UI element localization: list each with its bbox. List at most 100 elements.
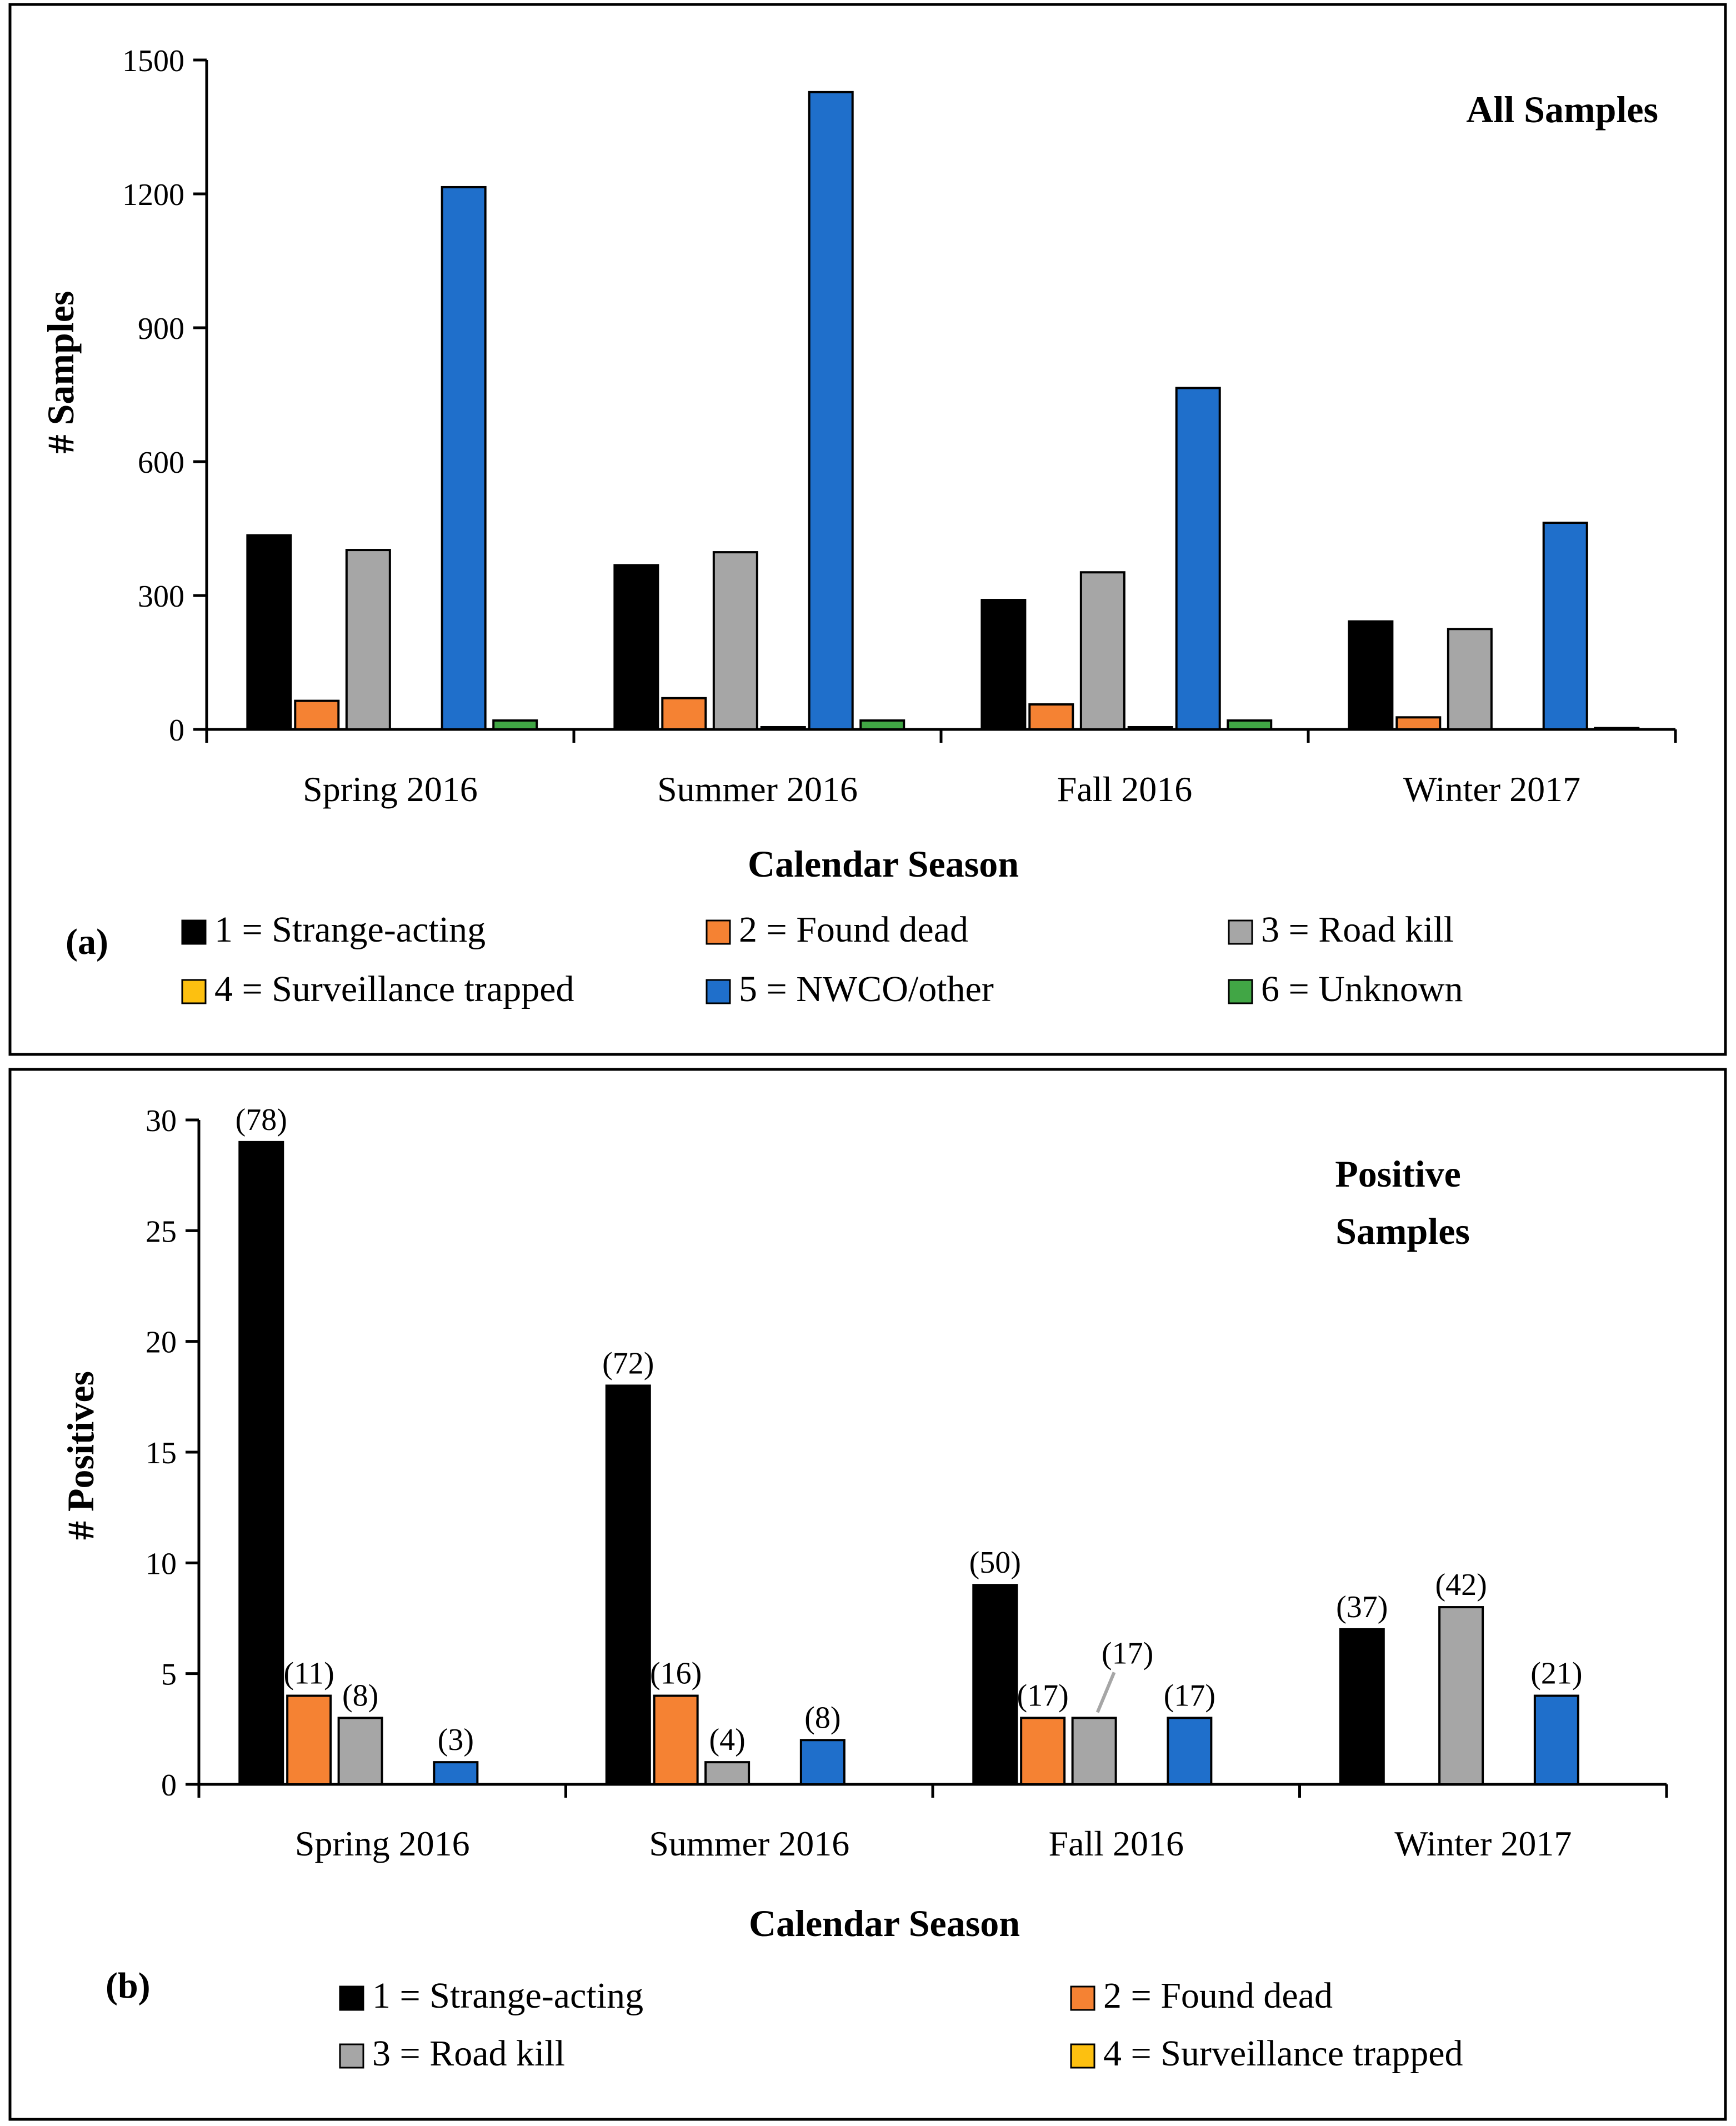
panel-a-category-labels: Spring 2016 Summer 2016 Fall 2016 Winter 20… [303, 769, 1580, 809]
bar-road_kill [1079, 571, 1125, 731]
bar-strange_acting [238, 1140, 284, 1785]
panel-b-title-line-2: Samples [1335, 1210, 1470, 1252]
bar-road_kill [337, 1717, 383, 1785]
bar-data-label: (8) [342, 1678, 378, 1713]
bar-nwco_other [433, 1761, 479, 1785]
legend-swatch-strange_acting [339, 1985, 364, 2011]
bar-found_dead [661, 697, 707, 731]
y-tick-label: 25 [146, 1214, 177, 1249]
bar-strange_acting [1348, 620, 1394, 731]
legend-swatch-strange_acting [181, 919, 207, 945]
category-label: Spring 2016 [295, 1824, 470, 1863]
bar-data-label: (78) [236, 1103, 287, 1137]
panel-b-title-line-1: Positive [1335, 1153, 1461, 1195]
legend-swatch-road_kill [1228, 919, 1253, 945]
bar-strange_acting [1339, 1628, 1385, 1786]
bar-nwco_other [1167, 1717, 1213, 1785]
panel-b-y-axis-title: # Positives [59, 1371, 102, 1540]
category-label: Winter 2017 [1403, 769, 1580, 809]
legend-swatch-found_dead [706, 919, 731, 945]
legend-label-road_kill: 3 = Road kill [1261, 909, 1454, 950]
bar-data-label: (11) [284, 1657, 334, 1691]
bar-road_kill [345, 549, 391, 731]
category-label: Spring 2016 [303, 769, 478, 809]
legend-label-strange_acting: 1 = Strange-acting [372, 1975, 643, 2016]
bar-label-leader [1095, 1672, 1116, 1713]
bar-strange_acting [613, 564, 659, 731]
y-tick-label: 1200 [122, 178, 184, 212]
bar-data-label: (37) [1336, 1590, 1388, 1624]
bar-data-label: (4) [709, 1723, 745, 1757]
bar-road_kill [1438, 1606, 1484, 1785]
bar-nwco_other [1542, 522, 1588, 731]
bar-unknown [492, 719, 538, 731]
bar-strange_acting [246, 534, 292, 731]
y-tick-label: 30 [146, 1104, 177, 1138]
panel-a-title: All Samples [1466, 88, 1658, 131]
panel-a-y-ticks: 0 300 600 900 1200 1500 [122, 44, 207, 748]
bar-unknown [1594, 727, 1640, 731]
panel-b-bar-labels: (78) (72) (50) (37) (11) (16) (17) (8) (4) (17) (4… [236, 1103, 1583, 1757]
panel-b-title: Positive Samples [1335, 1153, 1470, 1252]
bar-found_dead [1020, 1717, 1066, 1785]
y-tick-label: 300 [138, 579, 184, 614]
bar-data-label: (16) [650, 1657, 702, 1691]
legend-swatch-unknown [1228, 979, 1253, 1004]
legend-swatch-surveillance_trapped [1070, 2043, 1095, 2069]
legend-label-strange_acting: 1 = Strange-acting [214, 909, 486, 950]
bar-nwco_other [1533, 1694, 1579, 1786]
bar-unknown [1227, 719, 1273, 731]
bar-road_kill [712, 551, 758, 731]
y-tick-label: 15 [146, 1436, 177, 1470]
panel-a-legend: 1 = Strange-acting 2 = Found dead 3 = Road… [181, 909, 1463, 1009]
bar-found_dead [286, 1694, 332, 1786]
bar-strange_acting [605, 1384, 651, 1785]
category-label: Fall 2016 [1048, 1824, 1184, 1863]
bar-road_kill [704, 1761, 751, 1785]
bar-found_dead [1028, 703, 1074, 731]
bar-nwco_other [808, 91, 854, 731]
panel-b-bars [238, 1140, 1579, 1786]
bar-found_dead [294, 699, 340, 731]
y-tick-label: 20 [146, 1325, 177, 1360]
bar-found_dead [1395, 716, 1442, 731]
y-tick-label: 600 [138, 446, 184, 480]
panel-b-frame [8, 1068, 1727, 2121]
bar-data-label: (42) [1435, 1568, 1487, 1602]
panel-a-bars [246, 91, 1640, 731]
legend-label-nwco_other: 5 = NWCO/other [739, 969, 994, 1009]
panel-b-legend: 1 = Strange-acting 2 = Found dead 3 = Road… [339, 1975, 1463, 2074]
y-tick-label: 0 [169, 713, 184, 748]
legend-label-surveillance_trapped: 4 = Surveillance trapped [214, 969, 574, 1009]
bar-surveillance_trapped [1127, 726, 1173, 731]
bar-road_kill [1447, 628, 1493, 731]
bar-data-label: (3) [438, 1723, 474, 1757]
bar-nwco_other [1175, 387, 1221, 731]
panel-a-x-axis-title: Calendar Season [748, 843, 1019, 885]
y-tick-label: 900 [138, 312, 184, 346]
legend-label-road_kill: 3 = Road kill [372, 2033, 565, 2074]
bar-nwco_other [441, 186, 487, 731]
legend-swatch-road_kill [339, 2043, 364, 2069]
category-label: Winter 2017 [1394, 1824, 1572, 1863]
panel-b-y-ticks: 0 5 10 15 20 25 30 [146, 1104, 199, 1803]
legend-label-found_dead: 2 = Found dead [739, 909, 968, 950]
panel-b-x-axis-title: Calendar Season [749, 1902, 1020, 1944]
bar-strange_acting [980, 599, 1027, 731]
panel-a-x-ticks [205, 729, 1677, 743]
bar-data-label: (72) [602, 1346, 654, 1380]
legend-swatch-nwco_other [706, 979, 731, 1004]
y-tick-label: 10 [146, 1547, 177, 1581]
panel-a-y-axis-title: # Samples [39, 291, 82, 454]
bar-data-label: (17) [1164, 1678, 1215, 1713]
bar-found_dead [653, 1694, 699, 1786]
panel-b-x-ticks [197, 1784, 1668, 1798]
bar-strange_acting [972, 1584, 1018, 1785]
y-tick-label: 5 [161, 1658, 177, 1692]
panel-a-frame [8, 3, 1727, 1056]
legend-swatch-found_dead [1070, 1985, 1095, 2011]
bar-data-label: (8) [804, 1700, 841, 1735]
bar-surveillance_trapped [760, 726, 806, 731]
category-label: Summer 2016 [649, 1824, 849, 1863]
y-tick-label: 0 [161, 1768, 177, 1803]
